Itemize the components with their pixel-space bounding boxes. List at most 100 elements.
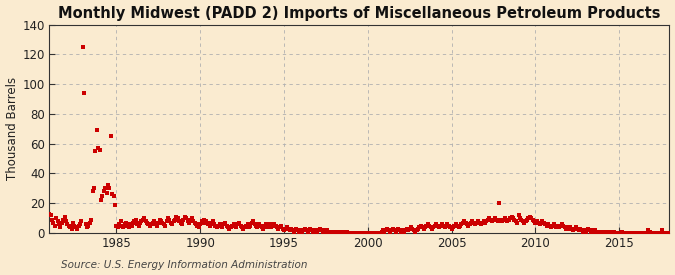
- Point: [72, 226, 82, 231]
- Point: [52, 219, 63, 223]
- Point: [358, 231, 369, 235]
- Point: [234, 220, 244, 225]
- Point: [432, 223, 443, 228]
- Point: [604, 231, 615, 235]
- Point: [231, 225, 242, 229]
- Point: [200, 219, 211, 223]
- Point: [548, 222, 559, 226]
- Point: [318, 229, 329, 234]
- Point: [459, 219, 470, 223]
- Point: [501, 218, 512, 222]
- Point: [412, 226, 423, 231]
- Point: [564, 226, 574, 231]
- Point: [608, 229, 619, 234]
- Point: [570, 225, 581, 229]
- Point: [279, 228, 290, 232]
- Point: [206, 220, 217, 225]
- Point: [453, 225, 464, 229]
- Point: [108, 194, 119, 198]
- Point: [597, 229, 608, 234]
- Point: [306, 228, 317, 232]
- Point: [164, 218, 175, 222]
- Point: [70, 225, 81, 229]
- Point: [281, 225, 292, 229]
- Point: [561, 226, 572, 231]
- Point: [144, 223, 155, 228]
- Point: [339, 229, 350, 234]
- Point: [614, 231, 624, 235]
- Point: [250, 223, 261, 228]
- Point: [411, 228, 422, 232]
- Point: [361, 231, 372, 235]
- Point: [213, 223, 223, 228]
- Point: [76, 219, 87, 223]
- Point: [392, 228, 402, 232]
- Point: [467, 219, 478, 223]
- Point: [456, 222, 466, 226]
- Point: [393, 226, 404, 231]
- Point: [468, 220, 479, 225]
- Point: [309, 228, 320, 232]
- Point: [258, 226, 269, 231]
- Point: [305, 226, 316, 231]
- Point: [642, 231, 653, 235]
- Point: [132, 222, 142, 226]
- Point: [156, 219, 167, 223]
- Point: [59, 214, 70, 219]
- Point: [547, 223, 558, 228]
- Point: [196, 219, 207, 223]
- Point: [148, 219, 159, 223]
- Point: [124, 225, 134, 229]
- Point: [585, 228, 595, 232]
- Point: [407, 226, 418, 231]
- Point: [348, 231, 359, 235]
- Point: [357, 231, 368, 235]
- Point: [256, 225, 267, 229]
- Point: [470, 222, 481, 226]
- Point: [500, 216, 510, 220]
- Point: [205, 223, 215, 228]
- Point: [301, 228, 312, 232]
- Point: [390, 229, 401, 234]
- Point: [160, 223, 171, 228]
- Point: [601, 231, 612, 235]
- Point: [508, 216, 518, 220]
- Point: [207, 219, 218, 223]
- Point: [535, 220, 546, 225]
- Point: [612, 231, 623, 235]
- Point: [378, 228, 389, 232]
- Point: [595, 231, 606, 235]
- Point: [568, 228, 578, 232]
- Point: [94, 147, 105, 152]
- Point: [484, 216, 495, 220]
- Point: [346, 231, 356, 235]
- Point: [92, 146, 103, 150]
- Point: [531, 219, 542, 223]
- Point: [492, 219, 503, 223]
- Point: [262, 225, 273, 229]
- Point: [310, 229, 321, 234]
- Point: [51, 216, 61, 220]
- Point: [462, 222, 472, 226]
- Point: [569, 226, 580, 231]
- Point: [322, 228, 333, 232]
- Point: [286, 226, 296, 231]
- Point: [151, 223, 162, 228]
- Point: [210, 223, 221, 228]
- Point: [663, 231, 674, 235]
- Point: [223, 225, 234, 229]
- Point: [295, 228, 306, 232]
- Point: [58, 218, 69, 222]
- Point: [449, 223, 460, 228]
- Point: [651, 231, 662, 235]
- Point: [495, 218, 506, 222]
- Point: [367, 231, 377, 235]
- Point: [376, 229, 387, 234]
- Point: [147, 220, 158, 225]
- Point: [647, 231, 658, 235]
- Point: [431, 222, 441, 226]
- Point: [280, 226, 291, 231]
- Point: [427, 226, 437, 231]
- Point: [157, 220, 168, 225]
- Point: [270, 223, 281, 228]
